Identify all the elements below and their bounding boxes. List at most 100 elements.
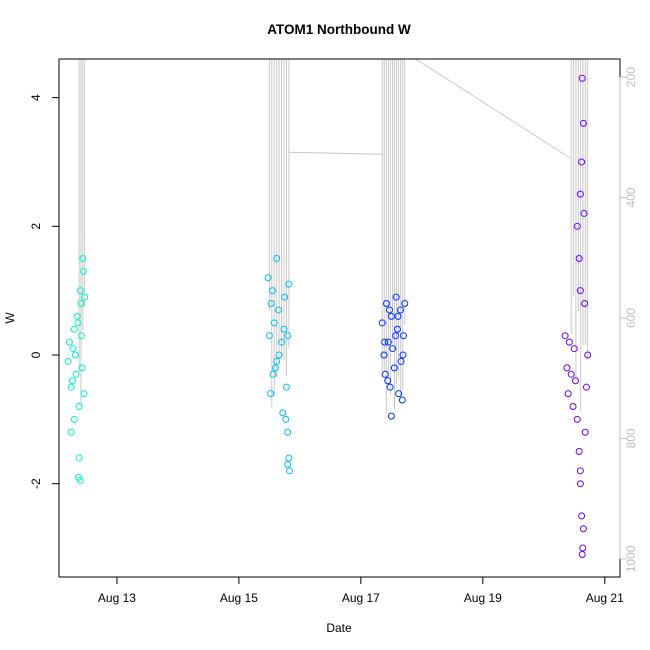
x-tick-label: Aug 19 [464,591,502,605]
data-point [70,325,78,333]
data-point [581,300,589,308]
data-point [271,364,279,372]
data-point [280,325,288,333]
data-point [380,351,388,359]
x-axis: Aug 13 Aug 15 Aug 17 Aug 19 Aug 21 [98,576,624,605]
data-point [285,467,293,475]
depth-trace-connector [288,151,383,155]
data-point [392,293,400,301]
depth-trace-connector [415,58,572,160]
data-point [564,390,572,398]
data-point [281,293,289,301]
data-point [270,319,278,327]
data-point [578,74,586,82]
data-point [64,357,72,365]
data-point [284,460,292,468]
data-point [80,390,88,398]
data-point [390,364,398,372]
data-point [264,274,272,282]
data-point [584,351,592,359]
y-axis-label: W [3,312,17,324]
data-point [579,119,587,127]
data-point [77,300,85,308]
data-point [578,512,586,520]
data-point [398,396,406,404]
depth-traces [78,58,589,413]
chart-title: ATOM1 Northbound W [267,22,411,37]
y-tick-label: 2 [29,223,43,230]
data-point [282,415,290,423]
data-point [67,428,75,436]
y-axis: -2 0 2 4 [29,94,60,489]
data-point [267,390,275,398]
data-point [279,409,287,417]
y2-tick-label: 200 [624,67,638,87]
data-point [561,332,569,340]
data-point [573,222,581,230]
x-tick-label: Aug 13 [98,591,136,605]
data-point [384,377,392,385]
data-point [582,383,590,391]
y2-tick-label: 800 [624,428,638,448]
data-point [579,544,587,552]
data-point [576,190,584,198]
data-point [565,338,573,346]
data-point [387,412,395,420]
series-4 [561,74,592,558]
data-point [573,415,581,423]
y2-tick-label: 1000 [624,545,638,572]
data-point [75,402,83,410]
data-point [265,332,273,340]
data-point [273,357,281,365]
data-point [579,525,587,533]
data-point [581,428,589,436]
data-point [400,332,408,340]
data-point [382,300,390,308]
data-point [285,454,293,462]
data-point [381,370,389,378]
data-point [268,287,276,295]
data-point [65,338,73,346]
data-point [70,415,78,423]
data-point [386,383,394,391]
plot-frame [58,58,621,578]
y-tick-label: -2 [29,478,43,489]
data-point [275,351,283,359]
x-tick-label: Aug 15 [220,591,258,605]
data-points [64,74,592,558]
x-tick-label: Aug 21 [586,591,624,605]
data-point [397,357,405,365]
data-point [285,280,293,288]
y-tick-label: 0 [29,351,43,358]
data-point [267,300,275,308]
data-point [395,390,403,398]
data-point [72,370,80,378]
x-axis-label: Date [326,621,352,635]
x-tick-label: Aug 17 [342,591,380,605]
data-point [571,377,579,385]
data-point [396,306,404,314]
data-point [81,293,89,301]
data-point [569,402,577,410]
y2-axis: 200 400 600 800 1000 [619,67,638,572]
data-point [386,306,394,314]
data-point [71,351,79,359]
data-point [399,351,407,359]
data-point [275,306,283,314]
data-point [576,467,584,475]
data-point [381,338,389,346]
data-point [284,332,292,340]
data-point [576,287,584,295]
series-2 [264,254,293,475]
data-point [378,319,386,327]
data-point [74,319,82,327]
data-point [278,338,286,346]
data-point [269,370,277,378]
data-point [78,332,86,340]
data-point [394,312,402,320]
data-point [273,254,281,262]
data-point [384,338,392,346]
data-point [567,370,575,378]
data-point [79,254,87,262]
